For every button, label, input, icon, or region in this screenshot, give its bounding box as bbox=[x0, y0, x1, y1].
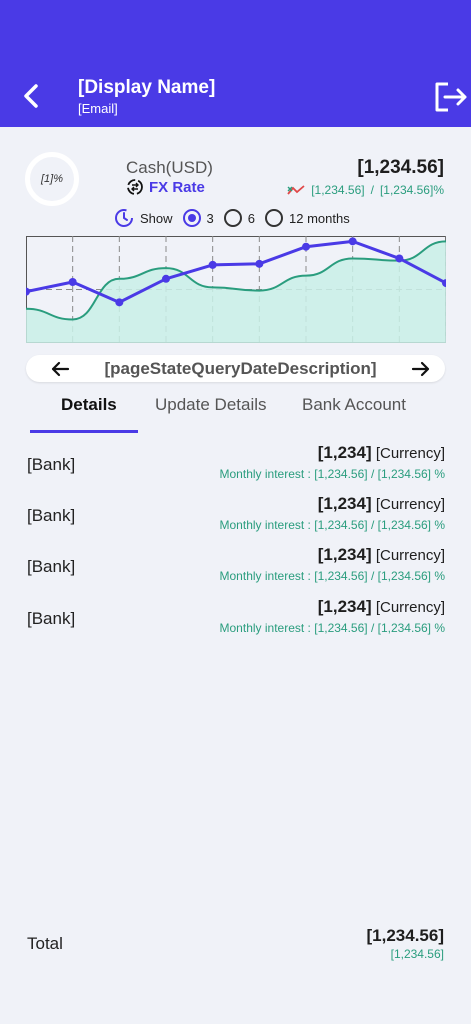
arrow-left-icon[interactable] bbox=[50, 361, 70, 377]
fx-rate-label: FX Rate bbox=[149, 178, 205, 196]
chart-data-point bbox=[162, 274, 170, 283]
interest-label: Monthly interest : bbox=[219, 621, 311, 635]
chevron-left-icon bbox=[24, 84, 38, 108]
rate-separator: / bbox=[370, 183, 374, 197]
bank-row[interactable]: [Bank] [1,234] [Currency] Monthly intere… bbox=[27, 597, 445, 641]
period-option-6[interactable]: 6 bbox=[223, 209, 255, 227]
fx-rate-link[interactable]: FX Rate bbox=[126, 178, 205, 196]
chart-data-point bbox=[302, 242, 310, 251]
exchange-icon bbox=[127, 179, 143, 195]
total-sub-amount: [1,234.56] bbox=[390, 947, 444, 961]
cash-label: Cash(USD) bbox=[126, 158, 213, 177]
bank-interest-line: Monthly interest : [1,234.56] / [1,234.5… bbox=[220, 621, 445, 635]
logout-icon bbox=[435, 82, 467, 112]
bank-amount: [1,234] bbox=[317, 494, 372, 513]
interest-value: [1,234.56] / [1,234.56] % bbox=[314, 621, 445, 635]
bank-amount: [1,234] bbox=[317, 443, 372, 462]
bank-name: [Bank] bbox=[27, 455, 76, 474]
bank-currency: [Currency] bbox=[375, 599, 445, 616]
cash-balance: [1,234.56] bbox=[357, 157, 444, 178]
bank-amount: [1,234] bbox=[317, 597, 372, 616]
interest-label: Monthly interest : bbox=[219, 569, 311, 583]
bank-amount-line: [1,234] [Currency] bbox=[318, 443, 445, 463]
bank-amount: [1,234] bbox=[317, 545, 372, 564]
history-icon bbox=[115, 209, 133, 227]
logout-button[interactable] bbox=[432, 80, 468, 114]
radio-unselected[interactable] bbox=[223, 209, 242, 227]
chart-area-line bbox=[26, 240, 446, 321]
bank-name: [Bank] bbox=[27, 609, 76, 628]
rate-left: [1,234.56] bbox=[311, 183, 365, 197]
ring-percent: [1]% bbox=[40, 173, 63, 185]
percent-ring: [1]% bbox=[25, 152, 79, 206]
chart-data-point bbox=[395, 254, 404, 263]
chart-data-point bbox=[442, 279, 446, 288]
total-amount: [1,234.56] bbox=[366, 926, 445, 945]
arrow-right-icon[interactable] bbox=[411, 361, 431, 377]
bank-row[interactable]: [Bank] [1,234] [Currency] Monthly intere… bbox=[27, 494, 445, 538]
period-option-3[interactable]: 3 bbox=[182, 209, 214, 227]
rate-right: [1,234.56]% bbox=[379, 183, 444, 197]
bank-row[interactable]: [Bank] [1,234] [Currency] Monthly intere… bbox=[27, 443, 445, 487]
period-option-12[interactable]: 12 months bbox=[265, 209, 350, 227]
radio-selected[interactable] bbox=[182, 209, 201, 227]
tab-update-details[interactable]: Update Details bbox=[155, 395, 267, 414]
show-label: Show bbox=[140, 210, 173, 226]
interest-label: Monthly interest : bbox=[219, 467, 311, 481]
date-description: [pageStateQueryDateDescription] bbox=[104, 358, 377, 378]
interest-value: [1,234.56] / [1,234.56] % bbox=[314, 467, 445, 481]
bank-name: [Bank] bbox=[27, 506, 76, 525]
bank-interest-line: Monthly interest : [1,234.56] / [1,234.5… bbox=[220, 518, 445, 532]
tab-underline bbox=[30, 430, 138, 433]
app-header: [Display Name] [Email] bbox=[0, 0, 471, 127]
interest-value: [1,234.56] / [1,234.56] % bbox=[314, 569, 445, 583]
bank-interest-line: Monthly interest : [1,234.56] / [1,234.5… bbox=[220, 467, 445, 481]
rate-row: [1,234.56] / [1,234.56]% bbox=[287, 183, 444, 197]
bank-currency: [Currency] bbox=[375, 445, 445, 462]
period-option-label: 6 bbox=[247, 210, 255, 226]
tab-bar: Details Update Details Bank Account bbox=[30, 390, 450, 434]
bank-name: [Bank] bbox=[27, 557, 76, 576]
trend-icon bbox=[287, 185, 305, 195]
chart-area-fill bbox=[26, 241, 446, 343]
radio-unselected[interactable] bbox=[265, 209, 283, 227]
chart-data-point bbox=[255, 259, 264, 268]
chart-data-point bbox=[348, 237, 357, 246]
bank-amount-line: [1,234] [Currency] bbox=[318, 494, 445, 514]
interest-label: Monthly interest : bbox=[219, 518, 311, 532]
period-option-label: 3 bbox=[206, 210, 214, 226]
bank-currency: [Currency] bbox=[375, 496, 445, 513]
chart-data-point bbox=[115, 298, 124, 307]
period-selector: Show 3 6 12 months bbox=[114, 208, 360, 228]
period-option-label: 12 months bbox=[289, 210, 350, 226]
balance-chart bbox=[26, 236, 446, 343]
chart-data-point bbox=[68, 278, 77, 287]
user-email: [Email] bbox=[78, 101, 118, 116]
bank-row[interactable]: [Bank] [1,234] [Currency] Monthly intere… bbox=[27, 545, 445, 589]
bank-currency: [Currency] bbox=[375, 547, 445, 564]
chart-series-line bbox=[26, 239, 446, 304]
tab-bank-account[interactable]: Bank Account bbox=[302, 395, 406, 414]
tab-details[interactable]: Details bbox=[61, 395, 117, 414]
interest-value: [1,234.56] / [1,234.56] % bbox=[314, 518, 445, 532]
bank-amount-line: [1,234] [Currency] bbox=[318, 545, 445, 565]
back-button[interactable] bbox=[16, 80, 48, 112]
date-navigator: [pageStateQueryDateDescription] bbox=[26, 355, 445, 382]
chart-data-point bbox=[208, 260, 217, 269]
chart-data-point bbox=[26, 287, 30, 296]
bank-amount-line: [1,234] [Currency] bbox=[318, 597, 445, 617]
total-label: Total bbox=[27, 934, 63, 953]
display-name: [Display Name] bbox=[78, 77, 216, 98]
bank-interest-line: Monthly interest : [1,234.56] / [1,234.5… bbox=[220, 569, 445, 583]
